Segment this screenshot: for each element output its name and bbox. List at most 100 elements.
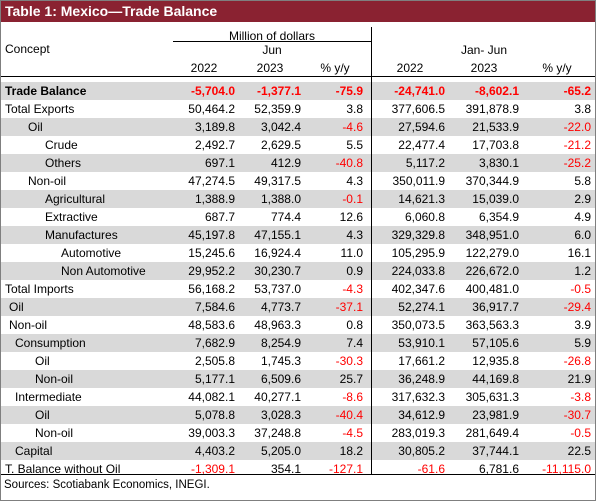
sources-note: Sources: Scotiabank Economics, INEGI.	[4, 479, 210, 491]
row-label: Total Exports	[5, 102, 75, 116]
value-cell: 5,177.1	[194, 372, 235, 386]
value-cell: 283,019.3	[391, 426, 445, 440]
header-row-concept: Concept	[1, 40, 595, 58]
table-row: Trade Balance -5,704.0 -1,377.1 -75.9 -24,74…	[1, 82, 595, 100]
value-cell: 1,745.3	[260, 354, 301, 368]
value-cell: 1,388.0	[260, 192, 301, 206]
value-cell: -40.8	[335, 156, 363, 170]
value-cell: 5,117.2	[405, 156, 445, 170]
value-cell: 6.0	[574, 228, 591, 242]
table-row: Crude 2,492.7 2,629.5 5.5 22,477.4 17,703.8 -2…	[1, 136, 595, 154]
row-label: Non-oil	[35, 426, 74, 440]
value-cell: 0.9	[346, 264, 363, 278]
value-cell: 2,492.7	[194, 138, 235, 152]
value-cell: 3.8	[574, 102, 591, 116]
value-cell: 52,274.1	[398, 300, 445, 314]
value-cell: 30,230.7	[254, 264, 301, 278]
value-cell: 4.3	[346, 174, 363, 188]
row-label: Capital	[15, 444, 53, 458]
value-cell: 47,155.1	[254, 228, 301, 242]
value-cell: -127.1	[328, 462, 363, 476]
table-row: Oil 7,584.6 4,773.7 -37.1 52,274.1 36,917.7 -2…	[1, 298, 595, 316]
value-cell: -1,309.1	[190, 462, 235, 476]
value-cell: 53,737.0	[254, 282, 301, 296]
row-label: Non Automotive	[61, 264, 146, 278]
table-row: Manufactures 45,197.8 47,155.1 4.3 329,329.8…	[1, 226, 595, 244]
table-row: Non-oil 48,583.6 48,963.3 0.8 350,073.5 363,5…	[1, 316, 595, 334]
column-header-5: % y/y	[542, 61, 572, 75]
value-cell: 5.8	[574, 174, 591, 188]
value-cell: -30.7	[563, 408, 591, 422]
value-cell: -30.3	[335, 354, 363, 368]
value-cell: 16,924.4	[254, 246, 301, 260]
value-cell: 25.7	[339, 372, 363, 386]
value-cell: 6,509.6	[260, 372, 301, 386]
table-row: Capital 4,403.2 5,205.0 18.2 30,805.2 37,744.…	[1, 442, 595, 460]
value-cell: 39,003.3	[188, 426, 235, 440]
value-cell: 18.2	[339, 444, 363, 458]
value-cell: 6,354.9	[478, 210, 519, 224]
value-cell: 1.2	[574, 264, 591, 278]
row-label: Oil	[35, 354, 50, 368]
value-cell: 687.7	[204, 210, 235, 224]
row-label: Non-oil	[9, 318, 48, 332]
value-cell: 49,317.5	[254, 174, 301, 188]
value-cell: 350,073.5	[391, 318, 445, 332]
value-cell: 53,910.1	[398, 336, 445, 350]
table-row: Consumption 7,682.9 8,254.9 7.4 53,910.1 57,1…	[1, 334, 595, 352]
value-cell: 45,197.8	[188, 228, 235, 242]
column-divider	[371, 27, 372, 475]
value-cell: 122,279.0	[465, 246, 519, 260]
table-row: T. Balance without Oil -1,309.1 354.1 -127.…	[1, 460, 595, 478]
value-cell: 281,649.4	[465, 426, 519, 440]
value-cell: 5,078.8	[194, 408, 235, 422]
value-cell: 363,563.3	[465, 318, 519, 332]
value-cell: 22,477.4	[398, 138, 445, 152]
value-cell: 4.3	[346, 228, 363, 242]
table-row: Extractive 687.7 774.4 12.6 6,060.8 6,354.9 4.…	[1, 208, 595, 226]
value-cell: -11,115.0	[542, 462, 591, 476]
row-label: Non-oil	[28, 174, 67, 188]
value-cell: 2.9	[574, 192, 591, 206]
value-cell: 348,951.0	[465, 228, 519, 242]
value-cell: 224,033.8	[391, 264, 445, 278]
value-cell: 11.0	[340, 246, 363, 260]
row-label: Intermediate	[15, 390, 82, 404]
value-cell: 3,830.1	[478, 156, 519, 170]
value-cell: 44,082.1	[188, 390, 235, 404]
value-cell: 697.1	[204, 156, 235, 170]
value-cell: 6,781.6	[478, 462, 519, 476]
table-row: Automotive 15,245.6 16,924.4 11.0 105,295.9 1…	[1, 244, 595, 262]
value-cell: 2,505.8	[194, 354, 235, 368]
column-header-4: 2023	[470, 61, 498, 75]
row-label: Automotive	[61, 246, 122, 260]
value-cell: -22.0	[563, 120, 591, 134]
value-cell: 29,952.2	[188, 264, 235, 278]
row-label: Consumption	[15, 336, 86, 350]
value-cell: 0.8	[346, 318, 363, 332]
value-cell: 34,612.9	[398, 408, 445, 422]
table-row: Agricultural 1,388.9 1,388.0 -0.1 14,621.3 15…	[1, 190, 595, 208]
value-cell: 317,632.3	[391, 390, 445, 404]
header-row-years: 2022 2023 % y/y 2022 2023 % y/y	[1, 59, 595, 77]
table-row: Non-oil 39,003.3 37,248.8 -4.5 283,019.3 281,…	[1, 424, 595, 442]
value-cell: -0.1	[342, 192, 363, 206]
value-cell: 3.9	[574, 318, 591, 332]
table-row: Non-oil 5,177.1 6,509.6 25.7 36,248.9 44,169.…	[1, 370, 595, 388]
value-cell: 27,594.6	[398, 120, 445, 134]
value-cell: -40.4	[335, 408, 363, 422]
table-row: Non Automotive 29,952.2 30,230.7 0.9 224,033…	[1, 262, 595, 280]
table-row: Oil 5,078.8 3,028.3 -40.4 34,612.9 23,981.9 -3…	[1, 406, 595, 424]
header-row-groups: Jun Jan- Jun	[1, 41, 595, 59]
value-cell: 47,274.5	[188, 174, 235, 188]
row-label: Others	[45, 156, 82, 170]
value-cell: -65.2	[563, 84, 591, 98]
value-cell: -3.8	[570, 390, 591, 404]
header-row-unit: Million of dollars	[1, 27, 595, 45]
value-cell: 774.4	[270, 210, 301, 224]
row-label: Extractive	[45, 210, 98, 224]
table-row: Non-oil 47,274.5 49,317.5 4.3 350,011.9 370,3…	[1, 172, 595, 190]
value-cell: 350,011.9	[392, 174, 446, 188]
value-cell: 105,295.9	[391, 246, 445, 260]
